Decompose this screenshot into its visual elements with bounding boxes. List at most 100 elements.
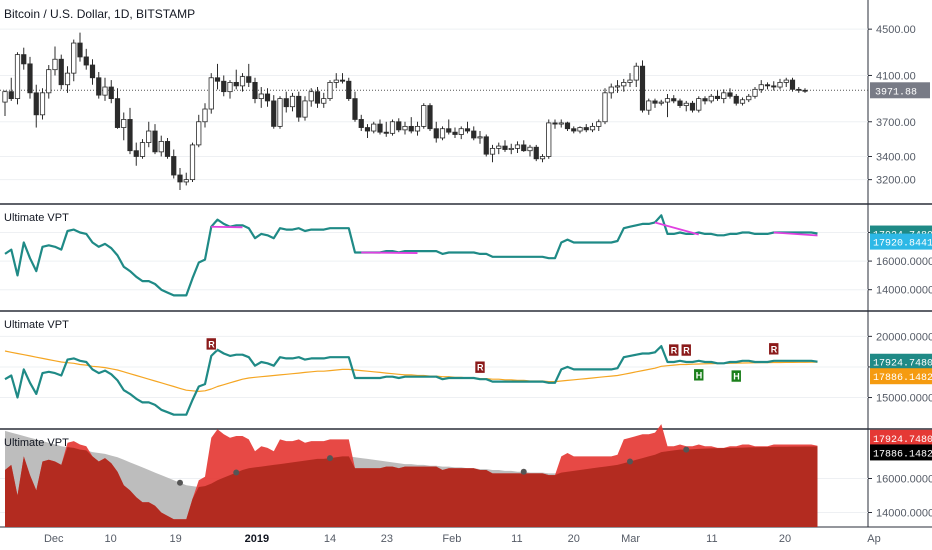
candle-body[interactable] — [633, 65, 639, 81]
price-pane[interactable] — [0, 32, 868, 191]
candle-body[interactable] — [152, 130, 158, 153]
candle-body[interactable] — [189, 144, 196, 181]
candle-body[interactable] — [708, 95, 714, 102]
candle-body[interactable] — [496, 145, 502, 149]
vpt-line[interactable] — [4, 214, 818, 297]
candle-body[interactable] — [352, 98, 358, 120]
candle-body[interactable] — [614, 85, 621, 88]
candle-body[interactable] — [177, 174, 183, 183]
resistance-badge[interactable] — [474, 360, 486, 374]
candle-body[interactable] — [314, 91, 321, 104]
candle-body[interactable] — [358, 119, 364, 128]
candle-body[interactable] — [239, 76, 246, 87]
candle-body[interactable] — [746, 95, 752, 101]
candle-body[interactable] — [327, 82, 333, 100]
candle-body[interactable] — [214, 77, 221, 82]
candle-body[interactable] — [371, 123, 377, 132]
candle-body[interactable] — [596, 121, 602, 127]
candle-body[interactable] — [652, 100, 658, 104]
resistance-badge[interactable] — [680, 343, 692, 357]
candle-body[interactable] — [521, 144, 527, 152]
candle-body[interactable] — [64, 72, 71, 86]
candle-body[interactable] — [339, 79, 346, 82]
candle-body[interactable] — [646, 100, 652, 111]
candle-body[interactable] — [446, 128, 452, 133]
candle-body[interactable] — [89, 64, 96, 79]
candle-body[interactable] — [771, 85, 777, 88]
candle-body[interactable] — [789, 79, 796, 90]
candle-body[interactable] — [608, 86, 614, 94]
candle-body[interactable] — [227, 82, 233, 93]
candle-body[interactable] — [252, 82, 258, 100]
candle-body[interactable] — [702, 98, 708, 102]
candle-body[interactable] — [739, 99, 746, 104]
candle-body[interactable] — [777, 82, 783, 88]
candle-body[interactable] — [677, 100, 683, 106]
candle-body[interactable] — [171, 156, 177, 176]
candle-body[interactable] — [264, 93, 271, 102]
candle-body[interactable] — [296, 95, 302, 118]
candle-body[interactable] — [308, 91, 314, 102]
candle-body[interactable] — [452, 131, 458, 135]
candle-body[interactable] — [183, 179, 189, 183]
candle-body[interactable] — [689, 102, 696, 111]
candle-body[interactable] — [508, 147, 514, 150]
candle-body[interactable] — [133, 150, 139, 157]
candle-body[interactable] — [489, 147, 496, 155]
candle-body[interactable] — [483, 136, 489, 155]
candle-body[interactable] — [427, 105, 433, 130]
vpt-pane-1[interactable]: Ultimate VPT — [4, 212, 818, 297]
candle-body[interactable] — [346, 80, 352, 100]
candle-body[interactable] — [558, 122, 564, 125]
candle-body[interactable] — [52, 58, 58, 71]
candle-body[interactable] — [727, 92, 733, 97]
candle-body[interactable] — [46, 69, 52, 94]
candle-body[interactable] — [33, 92, 39, 116]
candle-body[interactable] — [439, 128, 446, 139]
resistance-badge[interactable] — [205, 337, 217, 351]
candle-body[interactable] — [477, 136, 483, 139]
candle-body[interactable] — [102, 86, 108, 96]
candle-body[interactable] — [414, 125, 421, 132]
candle-body[interactable] — [796, 88, 802, 91]
candle-body[interactable] — [271, 100, 277, 127]
candle-body[interactable] — [664, 98, 671, 103]
candle-body[interactable] — [696, 98, 702, 111]
candle-body[interactable] — [233, 82, 239, 87]
candle-body[interactable] — [589, 125, 596, 131]
candle-body[interactable] — [258, 93, 264, 100]
candle-body[interactable] — [564, 122, 571, 130]
vpt-area-pane[interactable]: Ultimate VPT — [4, 424, 818, 527]
candle-body[interactable] — [114, 98, 121, 128]
candle-body[interactable] — [83, 56, 89, 66]
candle-body[interactable] — [627, 79, 633, 83]
candle-body[interactable] — [14, 54, 21, 100]
candle-body[interactable] — [139, 142, 146, 157]
candle-body[interactable] — [121, 119, 127, 128]
candle-body[interactable] — [77, 42, 83, 58]
candle-body[interactable] — [602, 92, 608, 123]
candle-body[interactable] — [396, 121, 402, 131]
candle-body[interactable] — [2, 91, 8, 103]
candle-body[interactable] — [721, 92, 727, 100]
candle-body[interactable] — [302, 100, 308, 118]
candle-body[interactable] — [383, 131, 389, 134]
candle-body[interactable] — [802, 89, 808, 92]
candle-body[interactable] — [146, 130, 152, 143]
candle-body[interactable] — [683, 102, 689, 106]
candle-body[interactable] — [208, 77, 214, 110]
higher-low-badge[interactable] — [693, 368, 705, 382]
candle-body[interactable] — [21, 54, 27, 65]
vpt-line[interactable] — [4, 345, 818, 416]
higher-low-badge[interactable] — [730, 369, 742, 383]
candle-body[interactable] — [533, 146, 539, 160]
candle-body[interactable] — [408, 125, 414, 132]
candle-body[interactable] — [8, 91, 14, 100]
resistance-badge[interactable] — [768, 342, 780, 356]
candle-body[interactable] — [389, 121, 396, 134]
candle-body[interactable] — [539, 156, 546, 160]
candle-body[interactable] — [583, 127, 589, 131]
candle-body[interactable] — [164, 141, 171, 157]
candle-body[interactable] — [246, 76, 252, 83]
